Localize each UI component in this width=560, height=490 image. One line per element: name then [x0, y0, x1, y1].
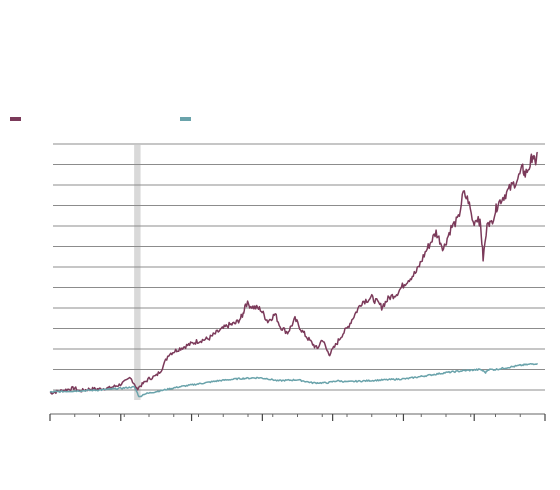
shaded-band-layer	[134, 145, 141, 400]
gridlines	[53, 143, 545, 391]
series-layer	[49, 151, 539, 398]
x-axis	[49, 413, 546, 421]
legend	[10, 117, 191, 121]
series-line-2	[49, 362, 539, 398]
series-line-1	[49, 151, 539, 395]
legend-swatch-2	[180, 117, 191, 121]
recession-band	[134, 145, 141, 400]
legend-swatch-1	[10, 117, 21, 121]
